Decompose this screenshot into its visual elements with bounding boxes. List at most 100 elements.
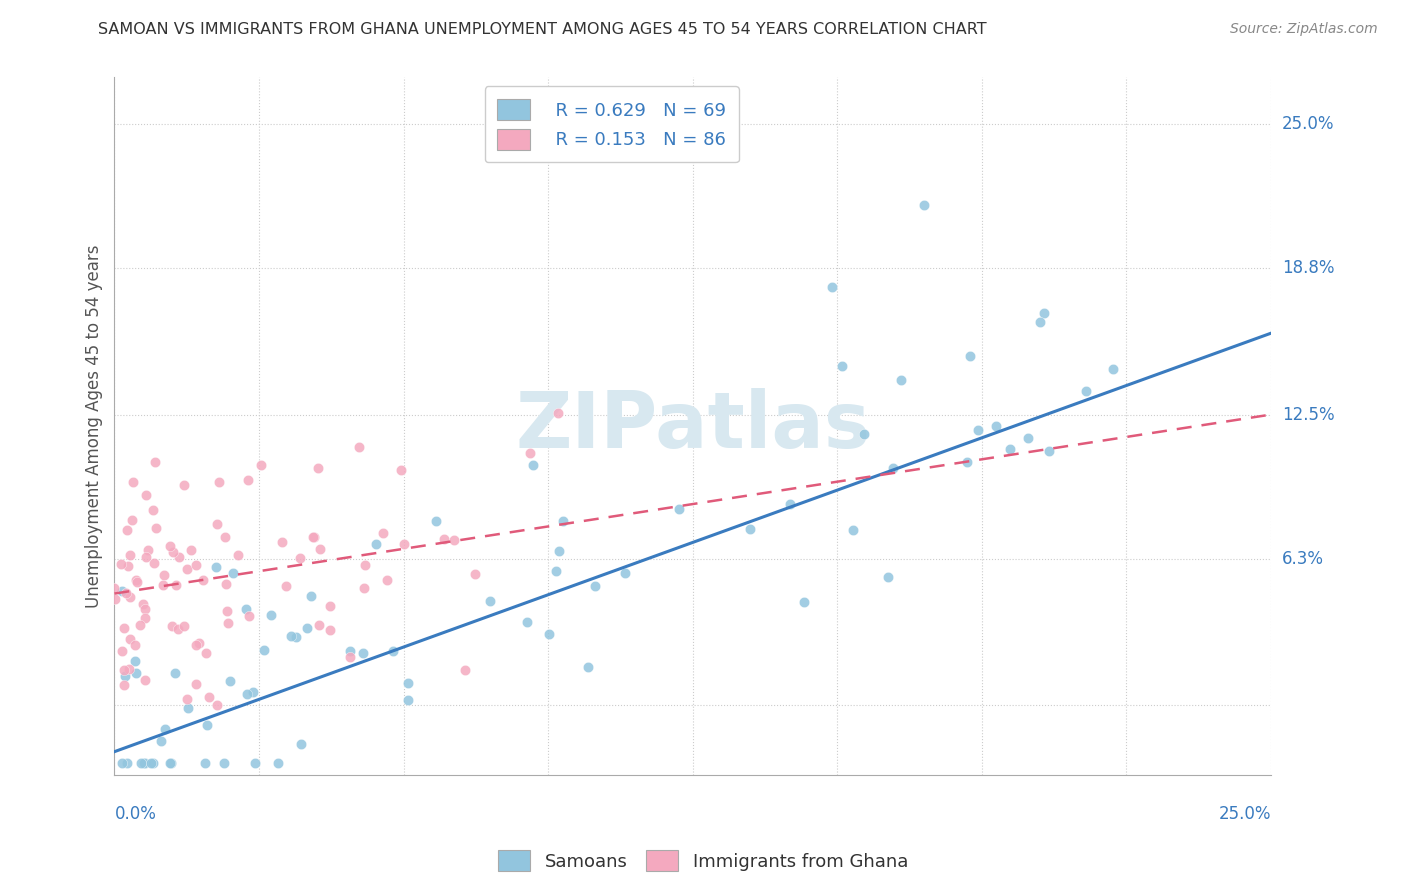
Point (464, 566, 486, 581)
Point (103, 581, 125, 595)
Point (139, 756, 162, 771)
Text: Source: ZipAtlas.com: Source: ZipAtlas.com (1230, 22, 1378, 37)
Point (304, 530, 326, 544)
Point (173, 619, 195, 633)
Point (129, 618, 152, 632)
Point (124, 574, 146, 588)
Point (1028, 314, 1050, 328)
Point (120, 548, 142, 562)
Point (912, 198, 935, 212)
Point (215, 577, 238, 591)
Point (120, 590, 142, 604)
Text: 18.8%: 18.8% (1282, 259, 1334, 277)
Point (235, 602, 257, 616)
Point (353, 558, 375, 573)
Point (1033, 306, 1056, 320)
Point (208, 475, 231, 490)
Point (114, 586, 136, 600)
Point (135, 488, 157, 502)
Point (890, 373, 912, 387)
Point (882, 461, 904, 475)
Point (176, 692, 198, 706)
Point (134, 673, 156, 687)
Point (307, 461, 329, 475)
Point (138, 543, 160, 558)
Point (135, 549, 157, 564)
Point (160, 619, 183, 633)
Point (205, 559, 228, 574)
Point (266, 756, 288, 771)
Point (160, 756, 183, 771)
Point (166, 622, 188, 636)
Point (280, 629, 302, 643)
Point (132, 756, 155, 771)
Point (1074, 384, 1097, 399)
Point (271, 535, 294, 549)
Point (159, 756, 181, 771)
Point (831, 359, 853, 373)
Point (214, 530, 236, 544)
Point (288, 551, 311, 566)
Point (134, 756, 156, 771)
Text: SAMOAN VS IMMIGRANTS FROM GHANA UNEMPLOYMENT AMONG AGES 45 TO 54 YEARS CORRELATI: SAMOAN VS IMMIGRANTS FROM GHANA UNEMPLOY… (98, 22, 987, 37)
Point (167, 549, 190, 564)
Point (242, 685, 264, 699)
Text: 12.5%: 12.5% (1282, 406, 1334, 424)
Point (793, 595, 815, 609)
Point (576, 660, 599, 674)
Point (236, 687, 259, 701)
Point (194, 756, 217, 771)
Point (396, 676, 419, 690)
Point (180, 542, 202, 557)
Point (352, 646, 374, 660)
Point (176, 701, 198, 715)
Point (226, 548, 249, 562)
Point (142, 556, 165, 570)
Y-axis label: Unemployment Among Ages 45 to 54 years: Unemployment Among Ages 45 to 54 years (86, 244, 103, 608)
Point (433, 532, 456, 546)
Point (453, 664, 475, 678)
Point (382, 644, 405, 658)
Point (522, 458, 544, 472)
Point (353, 581, 375, 595)
Point (214, 756, 236, 771)
Point (548, 543, 571, 558)
Point (152, 578, 174, 592)
Point (1038, 443, 1060, 458)
Point (339, 650, 361, 665)
Point (110, 557, 132, 571)
Point (122, 475, 145, 489)
Point (546, 564, 568, 578)
Text: 25.0%: 25.0% (1219, 805, 1271, 823)
Point (253, 643, 276, 657)
Point (221, 566, 243, 581)
Point (115, 523, 138, 537)
Point (443, 533, 465, 548)
Point (118, 662, 141, 676)
Point (366, 537, 388, 551)
Point (191, 573, 214, 587)
Point (371, 526, 394, 541)
Point (184, 638, 207, 652)
Point (302, 530, 325, 544)
Point (124, 654, 146, 668)
Point (347, 440, 370, 454)
Point (516, 615, 538, 629)
Point (197, 690, 219, 704)
Point (173, 478, 195, 492)
Point (152, 567, 174, 582)
Point (111, 756, 134, 771)
Point (260, 607, 283, 622)
Point (841, 523, 863, 537)
Point (129, 756, 152, 771)
Point (218, 673, 240, 688)
Point (956, 455, 979, 469)
Point (249, 458, 271, 472)
Text: 25.0%: 25.0% (1282, 115, 1334, 133)
Point (142, 756, 165, 771)
Point (1101, 361, 1123, 376)
Point (668, 502, 690, 516)
Point (547, 405, 569, 419)
Legend: Samoans, Immigrants from Ghana: Samoans, Immigrants from Ghana (491, 843, 915, 879)
Point (163, 666, 186, 681)
